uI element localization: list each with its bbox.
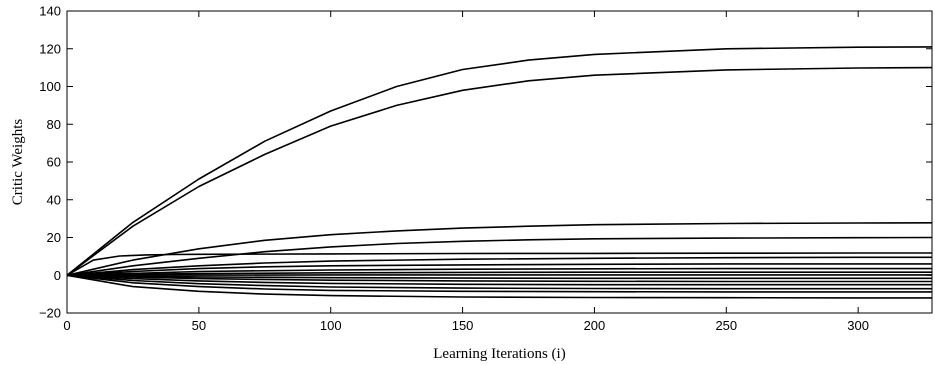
x-tick-label: 50 [192, 318, 206, 333]
y-tick-label: 0 [54, 268, 61, 283]
x-tick-label: 100 [320, 318, 342, 333]
y-tick-label: 100 [39, 79, 61, 94]
series-line-6 [66, 256, 932, 277]
series-line-9 [66, 271, 932, 277]
x-axis: 0 50 100 150 200 250 300 [63, 11, 869, 333]
x-tick-label: 200 [584, 318, 606, 333]
y-tick-label: 20 [47, 230, 61, 245]
series-line-11 [66, 274, 932, 280]
series-line-16 [66, 274, 932, 299]
y-axis: −20 0 20 40 60 80 100 120 140 [39, 4, 932, 321]
y-tick-label: 60 [47, 155, 61, 170]
y-tick-label: −20 [39, 306, 61, 321]
x-tick-label: 300 [847, 318, 869, 333]
series-line-4 [66, 236, 933, 277]
x-tick-label: 0 [63, 318, 70, 333]
series-line-8 [66, 267, 932, 277]
x-tick-label: 250 [715, 318, 737, 333]
series-line-3 [66, 222, 933, 277]
series-line-14 [66, 274, 932, 290]
series-line-5 [66, 252, 932, 276]
y-tick-label: 140 [39, 4, 61, 19]
axes-frame [66, 10, 933, 314]
y-tick-label: 40 [47, 192, 61, 207]
x-axis-label: Learning Iterations (i) [433, 346, 565, 362]
series-line-13 [66, 274, 932, 286]
series-line-1 [66, 46, 933, 276]
plot-lines [66, 46, 933, 299]
x-tick-label: 150 [452, 318, 474, 333]
series-line-15 [66, 274, 932, 293]
series-line-2 [66, 66, 933, 276]
y-axis-label: Critic Weights [10, 119, 26, 206]
y-tick-label: 80 [47, 117, 61, 132]
y-tick-label: 120 [39, 41, 61, 56]
series-line-12 [66, 274, 932, 283]
series-line-7 [66, 263, 932, 277]
